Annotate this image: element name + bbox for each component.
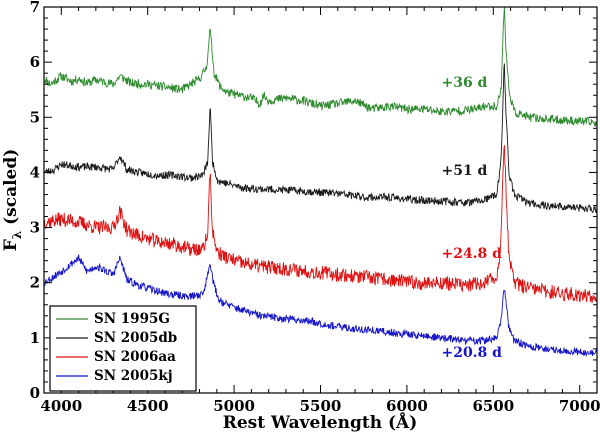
y-axis-title-main: F: [1, 239, 21, 251]
x-tick-label: 5000: [213, 397, 255, 415]
y-axis-title-sub: λ: [10, 231, 24, 239]
y-axis-title-rest: (scaled): [1, 149, 21, 231]
epoch-label-1: +51 d: [441, 163, 487, 179]
legend-box: [49, 305, 197, 392]
x-tick-label: 7000: [559, 397, 600, 415]
axis-tick-labels: 4000 4500 5000 5500 6000 6500 7000 0 1 2 3 4 5 6 7: [30, 0, 600, 415]
y-tick-label: 6: [30, 53, 40, 71]
legend-label-0: SN 1995G: [94, 311, 170, 327]
spectra-group: [44, 7, 597, 357]
x-tick-label: 6500: [472, 397, 514, 415]
y-tick-label: 5: [30, 108, 40, 126]
spectrum-line-3: [44, 254, 597, 357]
y-tick-label: 4: [30, 163, 40, 181]
spectrum-line-0: [44, 7, 597, 127]
x-tick-label: 6000: [386, 397, 428, 415]
legend: SN 1995G SN 2005db SN 2006aa SN 2005kj: [49, 305, 197, 392]
y-tick-label: 2: [30, 274, 40, 292]
spectrum-line-1: [44, 63, 597, 214]
legend-label-2: SN 2006aa: [94, 349, 176, 365]
legend-label-1: SN 2005db: [94, 330, 177, 346]
x-axis-title: Rest Wavelength (Å): [223, 411, 418, 433]
y-tick-label: 3: [30, 219, 40, 237]
y-tick-label: 1: [30, 329, 40, 347]
x-tick-label: 4000: [40, 397, 82, 415]
epoch-label-2: +24.8 d: [441, 246, 502, 262]
epoch-labels: +36 d +51 d +24.8 d +20.8 d: [441, 75, 502, 361]
legend-label-3: SN 2005kj: [94, 368, 173, 384]
y-axis-title: Fλ (scaled): [1, 149, 24, 252]
y-tick-label: 0: [30, 384, 40, 402]
epoch-label-3: +20.8 d: [441, 345, 502, 361]
y-tick-label: 7: [30, 0, 40, 16]
epoch-label-0: +36 d: [441, 75, 487, 91]
x-tick-label: 4500: [127, 397, 169, 415]
spectrum-line-2: [44, 145, 597, 304]
x-tick-label: 5500: [300, 397, 342, 415]
